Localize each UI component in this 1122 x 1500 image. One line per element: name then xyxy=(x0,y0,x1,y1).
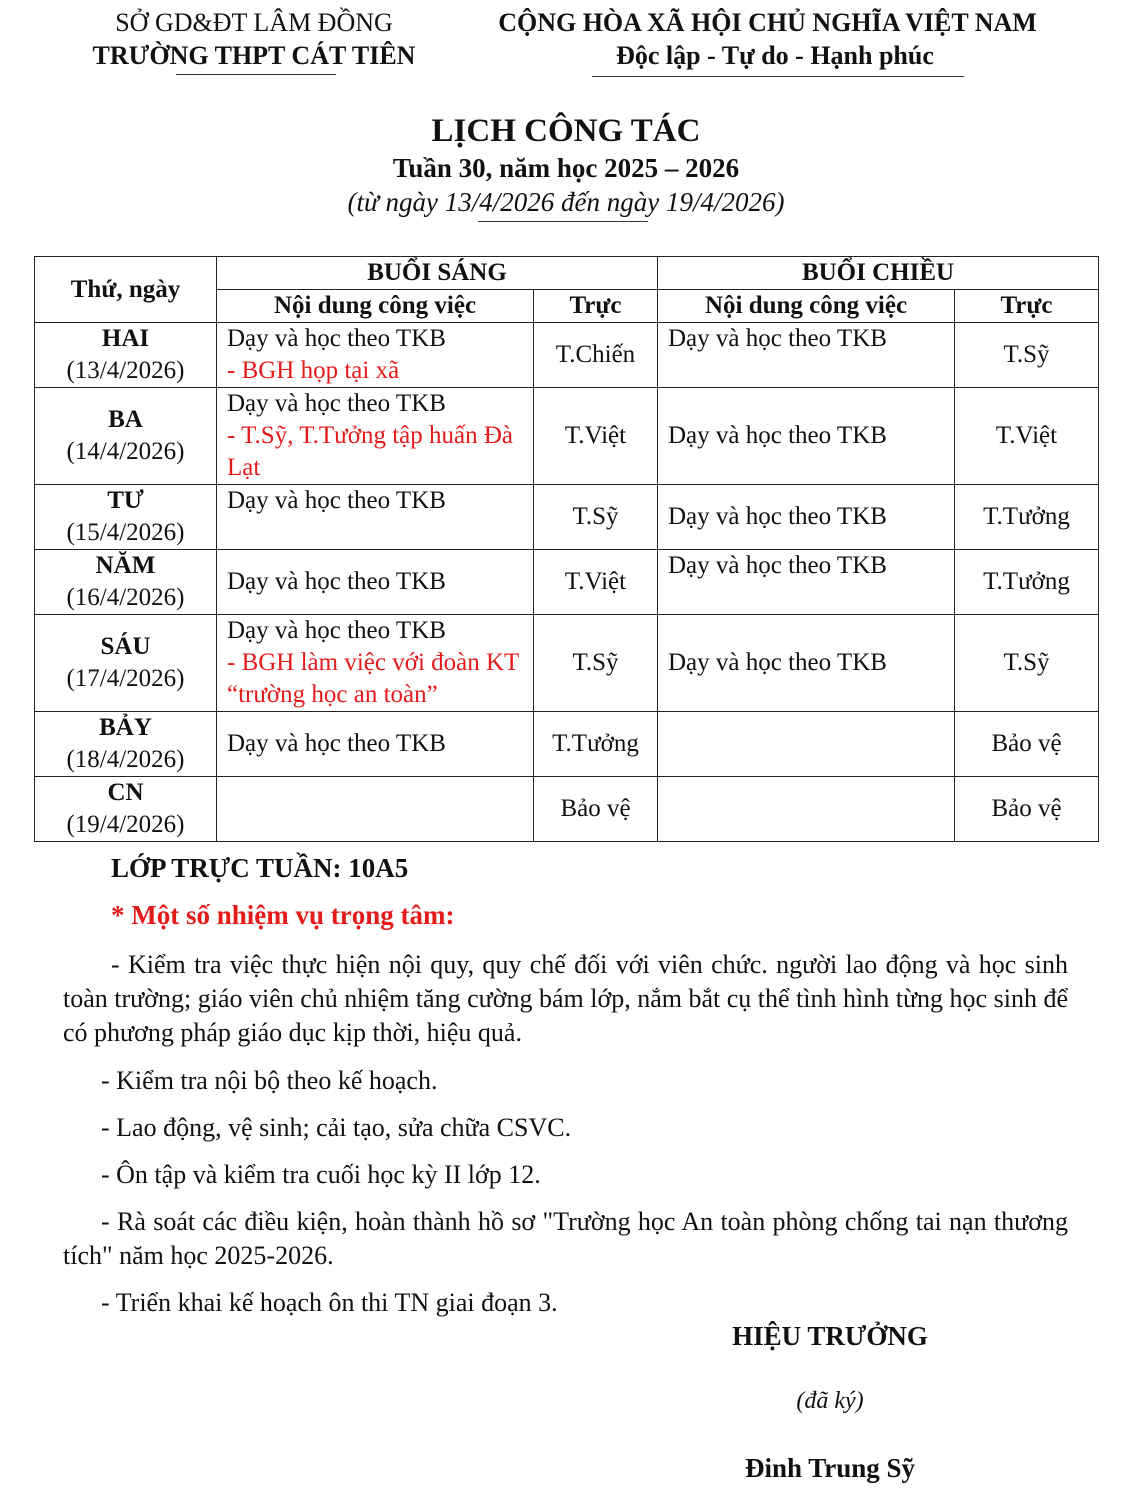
range-underline xyxy=(478,221,648,222)
morning-note: - T.Sỹ, T.Tưởng tập huấn Đà Lạt xyxy=(227,422,513,481)
morning-content: Dạy và học theo TKB xyxy=(216,549,534,615)
weekday: TƯ xyxy=(107,487,144,514)
table-row: TƯ (15/4/2026) Dạy và học theo TKB T.Sỹ Dạy … xyxy=(34,484,1099,550)
task-item: - Triển khai kế hoạch ôn thi TN giai đoạ… xyxy=(101,1288,558,1317)
header-am-content: Nội dung công việc xyxy=(216,289,534,323)
table-row: NĂM (16/4/2026) Dạy và học theo TKB T.Việt D… xyxy=(34,549,1099,615)
day-cell: TƯ (15/4/2026) xyxy=(34,484,217,550)
afternoon-content: Dạy và học theo TKB xyxy=(657,387,955,485)
country-name: CỘNG HÒA XÃ HỘI CHỦ NGHĨA VIỆT NAM xyxy=(498,8,1037,37)
weekday: HAI xyxy=(101,325,150,352)
afternoon-content: Dạy và học theo TKB xyxy=(657,484,955,550)
afternoon-duty: T.Sỹ xyxy=(954,614,1099,712)
morning-task: Dạy và học theo TKB xyxy=(227,487,446,514)
date: (13/4/2026) xyxy=(66,357,185,384)
date: (14/4/2026) xyxy=(66,438,185,465)
day-cell: HAI (13/4/2026) xyxy=(34,322,217,388)
duty-class: LỚP TRỰC TUẦN: 10A5 xyxy=(111,853,409,883)
weekday: CN xyxy=(107,779,144,806)
weekday: SÁU xyxy=(100,633,151,660)
morning-task: Dạy và học theo TKB xyxy=(227,617,446,644)
school-name: TRƯỜNG THPT CÁT TIÊN xyxy=(92,41,416,70)
afternoon-duty: T.Tưởng xyxy=(954,549,1099,615)
morning-duty: Bảo vệ xyxy=(533,776,658,842)
motto: Độc lập - Tự do - Hạnh phúc xyxy=(616,41,934,70)
morning-duty: T.Chiến xyxy=(533,322,658,388)
morning-duty: T.Việt xyxy=(533,387,658,485)
date: (15/4/2026) xyxy=(66,519,185,546)
morning-content: Dạy và học theo TKB xyxy=(216,711,534,777)
day-cell: NĂM (16/4/2026) xyxy=(34,549,217,615)
morning-task: Dạy và học theo TKB xyxy=(227,325,446,352)
afternoon-duty: Bảo vệ xyxy=(954,776,1099,842)
header-pm-duty: Trực xyxy=(954,289,1099,323)
morning-task: Dạy và học theo TKB xyxy=(227,730,446,757)
day-cell: CN (19/4/2026) xyxy=(34,776,217,842)
morning-content: Dạy và học theo TKB - T.Sỹ, T.Tưởng tập h… xyxy=(216,387,534,485)
department-name: SỞ GD&ĐT LÂM ĐỒNG xyxy=(115,8,393,37)
afternoon-duty: T.Việt xyxy=(954,387,1099,485)
morning-task: Dạy và học theo TKB xyxy=(227,568,446,595)
table-row: CN (19/4/2026) Bảo vệ Bảo vệ xyxy=(34,776,1099,842)
motto-underline xyxy=(592,76,964,77)
morning-note: - BGH họp tại xã xyxy=(227,357,400,384)
weekday: BA xyxy=(108,406,143,433)
morning-note: - BGH làm việc với đoàn KT “trường học a… xyxy=(227,649,519,708)
table-row: SÁU (17/4/2026) Dạy và học theo TKB - BGH l… xyxy=(34,614,1099,712)
header-day: Thứ, ngày xyxy=(34,256,217,323)
table-row: HAI (13/4/2026) Dạy và học theo TKB - BGH h… xyxy=(34,322,1099,388)
schedule-table: Thứ, ngày BUỔI SÁNG BUỔI CHIỀU Nội dung … xyxy=(34,256,1099,842)
afternoon-content xyxy=(657,711,955,777)
signer-name: Đinh Trung Sỹ xyxy=(744,1453,916,1483)
morning-content: Dạy và học theo TKB xyxy=(216,484,534,550)
morning-content: Dạy và học theo TKB - BGH họp tại xã xyxy=(216,322,534,388)
morning-content: Dạy và học theo TKB - BGH làm việc với đo… xyxy=(216,614,534,712)
date-range: (từ ngày 13/4/2026 đến ngày 19/4/2026) xyxy=(347,187,785,217)
day-cell: SÁU (17/4/2026) xyxy=(34,614,217,712)
morning-duty: T.Việt xyxy=(533,549,658,615)
task-item: - Rà soát các điều kiện, hoàn thành hồ s… xyxy=(63,1207,1068,1270)
weekday: BẢY xyxy=(99,714,152,741)
header-afternoon: BUỔI CHIỀU xyxy=(657,256,1099,290)
date: (17/4/2026) xyxy=(66,665,185,692)
task-item: - Ôn tập và kiểm tra cuối học kỳ II lớp … xyxy=(101,1160,541,1189)
task-item: - Kiểm tra việc thực hiện nội quy, quy c… xyxy=(63,950,1068,1047)
afternoon-duty: Bảo vệ xyxy=(954,711,1099,777)
week-title: Tuần 30, năm học 2025 – 2026 xyxy=(392,153,740,183)
table-row: BA (14/4/2026) Dạy và học theo TKB - T.Sỹ, … xyxy=(34,387,1099,485)
date: (18/4/2026) xyxy=(66,746,185,773)
signature-role: HIỆU TRƯỞNG xyxy=(732,1321,928,1351)
weekday: NĂM xyxy=(95,552,156,579)
header-pm-content: Nội dung công việc xyxy=(657,289,955,323)
afternoon-content: Dạy và học theo TKB xyxy=(657,614,955,712)
day-cell: BẢY (18/4/2026) xyxy=(34,711,217,777)
task-item: - Lao động, vệ sinh; cải tạo, sửa chữa C… xyxy=(101,1113,572,1142)
task-item: - Kiểm tra nội bộ theo kế hoạch. xyxy=(101,1066,438,1095)
date: (19/4/2026) xyxy=(66,811,185,838)
date: (16/4/2026) xyxy=(66,584,185,611)
morning-duty: T.Sỹ xyxy=(533,484,658,550)
morning-duty: T.Sỹ xyxy=(533,614,658,712)
signature-status: (đã ký) xyxy=(796,1388,864,1414)
morning-task: Dạy và học theo TKB xyxy=(227,390,446,417)
day-cell: BA (14/4/2026) xyxy=(34,387,217,485)
page-title: LỊCH CÔNG TÁC xyxy=(431,113,701,149)
header-am-duty: Trực xyxy=(533,289,658,323)
school-underline xyxy=(176,74,336,75)
morning-duty: T.Tưởng xyxy=(533,711,658,777)
afternoon-duty: T.Tưởng xyxy=(954,484,1099,550)
afternoon-content xyxy=(657,776,955,842)
morning-content xyxy=(216,776,534,842)
afternoon-duty: T.Sỹ xyxy=(954,322,1099,388)
afternoon-content: Dạy và học theo TKB xyxy=(657,322,955,388)
afternoon-content: Dạy và học theo TKB xyxy=(657,549,955,615)
table-row: BẢY (18/4/2026) Dạy và học theo TKB T.Tưởng… xyxy=(34,711,1099,777)
header-morning: BUỔI SÁNG xyxy=(216,256,658,290)
tasks-heading: * Một số nhiệm vụ trọng tâm: xyxy=(111,900,455,930)
